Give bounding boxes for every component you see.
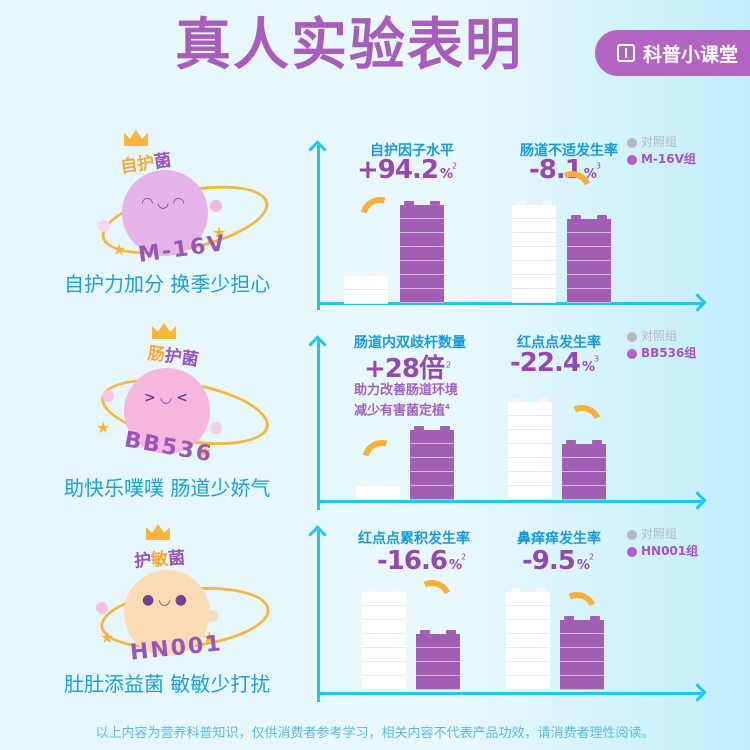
- metric-note: 助力改善肠道环境 减少有害菌定植4: [354, 383, 459, 419]
- bar-group: [400, 201, 444, 303]
- chart-panel-m16v: 自护因子水平 +94.2 %2 肠道不适发生率 -8.1 %3: [312, 135, 712, 315]
- bar-group: [562, 440, 606, 500]
- bar-group: [416, 630, 460, 690]
- ring-orb: [210, 422, 222, 434]
- bar-control: [506, 588, 550, 690]
- disclaimer: 以上内容为营养科普知识，仅供消费者参考学习，相关内容不代表产品功效，请消费者理性…: [95, 726, 655, 741]
- metric-title: 红点点发生率: [517, 335, 601, 351]
- science-class-badge[interactable]: 科普小课堂: [595, 30, 750, 76]
- y-axis: [317, 340, 320, 510]
- chart-panel-hn001: 红点点累积发生率 -16.6 %2 鼻痒痒发生率 -9.5 %2: [312, 520, 712, 702]
- planet-face: ● ◡ ●: [142, 592, 187, 608]
- star-icon: ★: [212, 223, 227, 242]
- metric-value: +28倍 2: [364, 354, 451, 384]
- legend: 对照组 HN001组: [627, 526, 698, 560]
- metric-title: 肠道内双歧杆数量: [354, 335, 466, 351]
- legend-dot-control: [627, 331, 637, 342]
- legend-dot-group: [627, 154, 637, 165]
- mascot-tag: 肠护菌: [146, 343, 200, 371]
- metric-title: 肠道不适发生率: [520, 143, 618, 159]
- slogan: 肚肚添益菌 敏敏少打扰: [64, 672, 271, 696]
- mascot-hn001: 护敏菌 ● ◡ ● ★ ★ HN001: [0, 510, 300, 710]
- metric-value: -16.6 %2: [377, 546, 466, 576]
- bar-group: [410, 426, 454, 500]
- planet-bb536: [124, 368, 210, 454]
- planet-face: ◠ ◡ ◠: [142, 195, 185, 211]
- star-icon: ★: [198, 442, 213, 461]
- metric-title: 自护因子水平: [370, 143, 454, 159]
- legend-control-label: 对照组: [641, 527, 678, 541]
- star-icon: ★: [100, 628, 115, 647]
- legend-dot-group: [627, 546, 637, 557]
- x-axis: [317, 692, 702, 695]
- metric-title: 鼻痒痒发生率: [517, 531, 601, 547]
- bar-control: [512, 201, 556, 303]
- ring-orb: [206, 610, 218, 622]
- crown-icon: [124, 130, 148, 146]
- metric-value: -8.1 %3: [529, 155, 601, 185]
- ring-orb: [98, 220, 110, 232]
- bar-group: [567, 215, 611, 303]
- bar-group: [560, 616, 604, 690]
- page-title: 真人实验表明: [175, 13, 523, 78]
- y-axis: [317, 530, 320, 702]
- legend-dot-control: [627, 529, 637, 540]
- slogan: 助快乐噗噗 肠道少娇气: [64, 476, 271, 500]
- star-icon: ★: [112, 240, 127, 259]
- ring-orb: [96, 602, 108, 614]
- x-axis: [317, 302, 702, 305]
- down-arrow-icon: [406, 574, 458, 626]
- bar-control: [362, 588, 406, 690]
- planet-hn001: [124, 570, 210, 656]
- legend-control-label: 对照组: [641, 135, 678, 149]
- star-icon: ★: [202, 628, 217, 647]
- slogan: 自护力加分 换季少担心: [64, 272, 271, 296]
- badge-label: 科普小课堂: [643, 43, 739, 66]
- y-axis: [317, 145, 320, 310]
- bar-control: [356, 482, 400, 500]
- mascot-m16v: 自护菌 ◠ ◡ ◠ ★ ★ M-16V: [0, 115, 300, 315]
- book-icon: [617, 44, 635, 62]
- metric-value: +94.2 %2: [357, 155, 457, 185]
- mascot-tag: 护敏菌: [133, 548, 186, 572]
- ring-orb: [102, 390, 114, 402]
- legend-group-label: BB536组: [641, 346, 697, 360]
- legend-dot-group: [627, 348, 637, 359]
- legend-group-label: HN001组: [641, 544, 699, 558]
- ring-orb: [210, 200, 222, 212]
- bar-control: [508, 398, 552, 500]
- chart-panel-bb536: 肠道内双歧杆数量 +28倍 2 助力改善肠道环境 减少有害菌定植4 红点点发生率 -…: [312, 330, 712, 510]
- bar-control: [344, 272, 388, 304]
- metric-value: -9.5 %2: [522, 546, 594, 576]
- mascot-bb536: 肠护菌 > ◡ < ★ ★ BB536: [0, 310, 300, 510]
- legend: 对照组 BB536组: [627, 328, 696, 362]
- planet-m16v: [122, 170, 208, 256]
- crown-icon: [146, 524, 170, 540]
- up-arrow-icon: [354, 432, 410, 488]
- x-axis: [317, 500, 702, 503]
- legend-dot-control: [627, 137, 637, 148]
- star-icon: ★: [96, 418, 111, 437]
- legend-control-label: 对照组: [641, 329, 678, 343]
- planet-face: > ◡ <: [144, 390, 188, 406]
- legend: 对照组 M-16V组: [627, 134, 696, 168]
- legend-group-label: M-16V组: [641, 152, 696, 166]
- crown-icon: [152, 323, 176, 339]
- metric-title: 红点点累积发生率: [358, 531, 470, 547]
- metric-value: -22.4 %3: [510, 348, 599, 378]
